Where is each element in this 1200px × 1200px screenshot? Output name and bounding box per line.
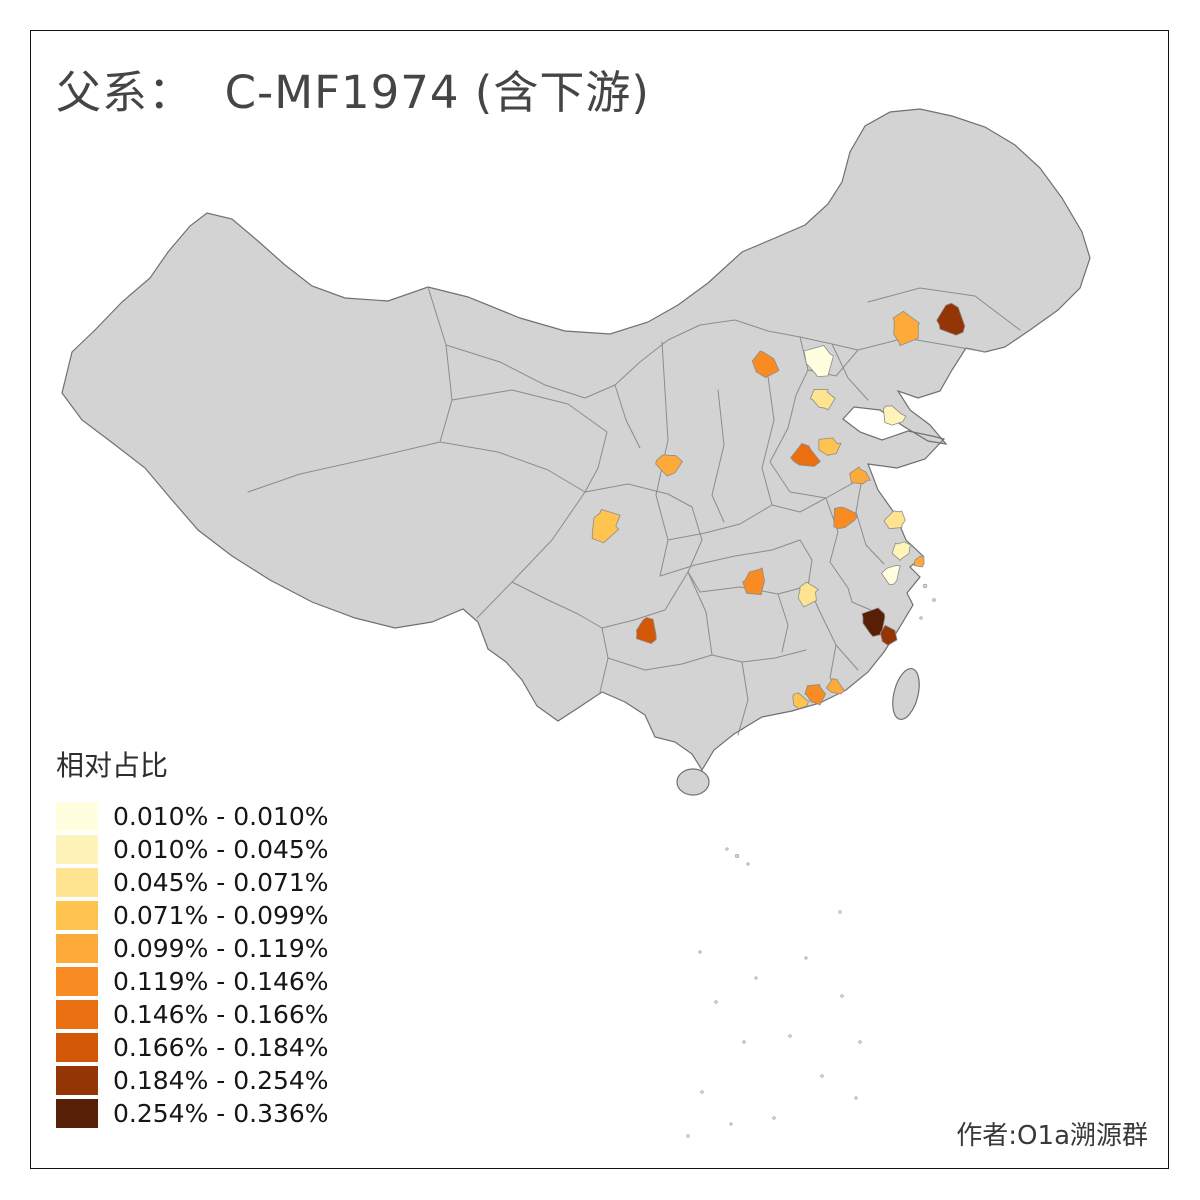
taiwan-island	[892, 668, 920, 720]
map-region-tianjin-hebei	[809, 388, 836, 411]
map-region-anhui-north	[833, 506, 858, 530]
figure-title: 父系： C-MF1974 (含下游)	[56, 66, 650, 119]
legend-rows: 0.010% - 0.010% 0.010% - 0.045% 0.045% - 0…	[56, 800, 329, 1130]
author-credit: 作者:O1a溯源群	[956, 1121, 1148, 1151]
map-region-shandong-peninsula	[882, 405, 907, 426]
map-region-shanghai	[913, 556, 925, 568]
legend-swatch	[56, 868, 98, 897]
legend: 相对占比 0.010% - 0.010% 0.010% - 0.045% 0.045…	[56, 744, 329, 1130]
legend-swatch	[56, 835, 98, 864]
map-region-guangdong-chaozhou	[825, 678, 845, 695]
legend-row: 0.071% - 0.099%	[56, 899, 329, 932]
legend-swatch	[56, 1000, 98, 1029]
map-region-guizhou-north	[635, 616, 657, 645]
hainan-island	[676, 768, 710, 796]
map-region-sichuan-chengdu	[591, 509, 621, 544]
legend-swatch	[56, 1033, 98, 1062]
map-region-hebei-northwest	[751, 350, 780, 378]
legend-row: 0.184% - 0.254%	[56, 1064, 329, 1097]
legend-label: 0.010% - 0.045%	[113, 835, 329, 864]
legend-label: 0.166% - 0.184%	[113, 1033, 329, 1062]
map-region-jiangxi-north	[797, 581, 820, 608]
legend-row: 0.010% - 0.010%	[56, 800, 329, 833]
map-region-fujian-coast	[879, 624, 898, 646]
map-region-guangdong-coast	[792, 692, 809, 710]
map-region-shandong-center	[818, 437, 842, 457]
map-region-guangdong-east	[804, 684, 827, 706]
map-region-shandong-west	[790, 443, 821, 467]
legend-title: 相对占比	[56, 749, 169, 782]
map-regions	[591, 302, 966, 710]
map-region-northeast-west	[892, 310, 920, 347]
province-borders	[247, 286, 1021, 736]
legend-row: 0.166% - 0.184%	[56, 1031, 329, 1064]
legend-row: 0.119% - 0.146%	[56, 965, 329, 998]
map-region-hunan-north	[742, 567, 765, 596]
legend-row: 0.010% - 0.045%	[56, 833, 329, 866]
legend-swatch	[56, 901, 98, 930]
legend-label: 0.119% - 0.146%	[113, 967, 329, 996]
map-region-jiangsu-north	[883, 510, 906, 530]
legend-row: 0.254% - 0.336%	[56, 1097, 329, 1130]
legend-swatch	[56, 802, 98, 831]
legend-label: 0.184% - 0.254%	[113, 1066, 329, 1095]
map-region-henan-center	[655, 454, 683, 477]
map-region-fujian-fuzhou	[861, 607, 886, 637]
legend-row: 0.146% - 0.166%	[56, 998, 329, 1031]
legend-swatch	[56, 967, 98, 996]
legend-row: 0.045% - 0.071%	[56, 866, 329, 899]
map-region-zhejiang-north	[881, 565, 901, 586]
legend-swatch	[56, 1099, 98, 1128]
legend-label: 0.071% - 0.099%	[113, 901, 329, 930]
sea-islands	[686, 583, 936, 1138]
legend-label: 0.010% - 0.010%	[113, 802, 329, 831]
legend-swatch	[56, 1066, 98, 1095]
mainland-outline	[61, 108, 1091, 772]
map-region-shandong-south	[849, 466, 871, 485]
legend-row: 0.099% - 0.119%	[56, 932, 329, 965]
legend-label: 0.099% - 0.119%	[113, 934, 329, 963]
legend-label: 0.146% - 0.166%	[113, 1000, 329, 1029]
legend-swatch	[56, 934, 98, 963]
legend-label: 0.045% - 0.071%	[113, 868, 329, 897]
map-region-beijing	[803, 345, 834, 378]
map-region-jiangsu-south	[891, 541, 913, 561]
legend-label: 0.254% - 0.336%	[113, 1099, 329, 1128]
map-region-northeast-east	[936, 302, 966, 336]
